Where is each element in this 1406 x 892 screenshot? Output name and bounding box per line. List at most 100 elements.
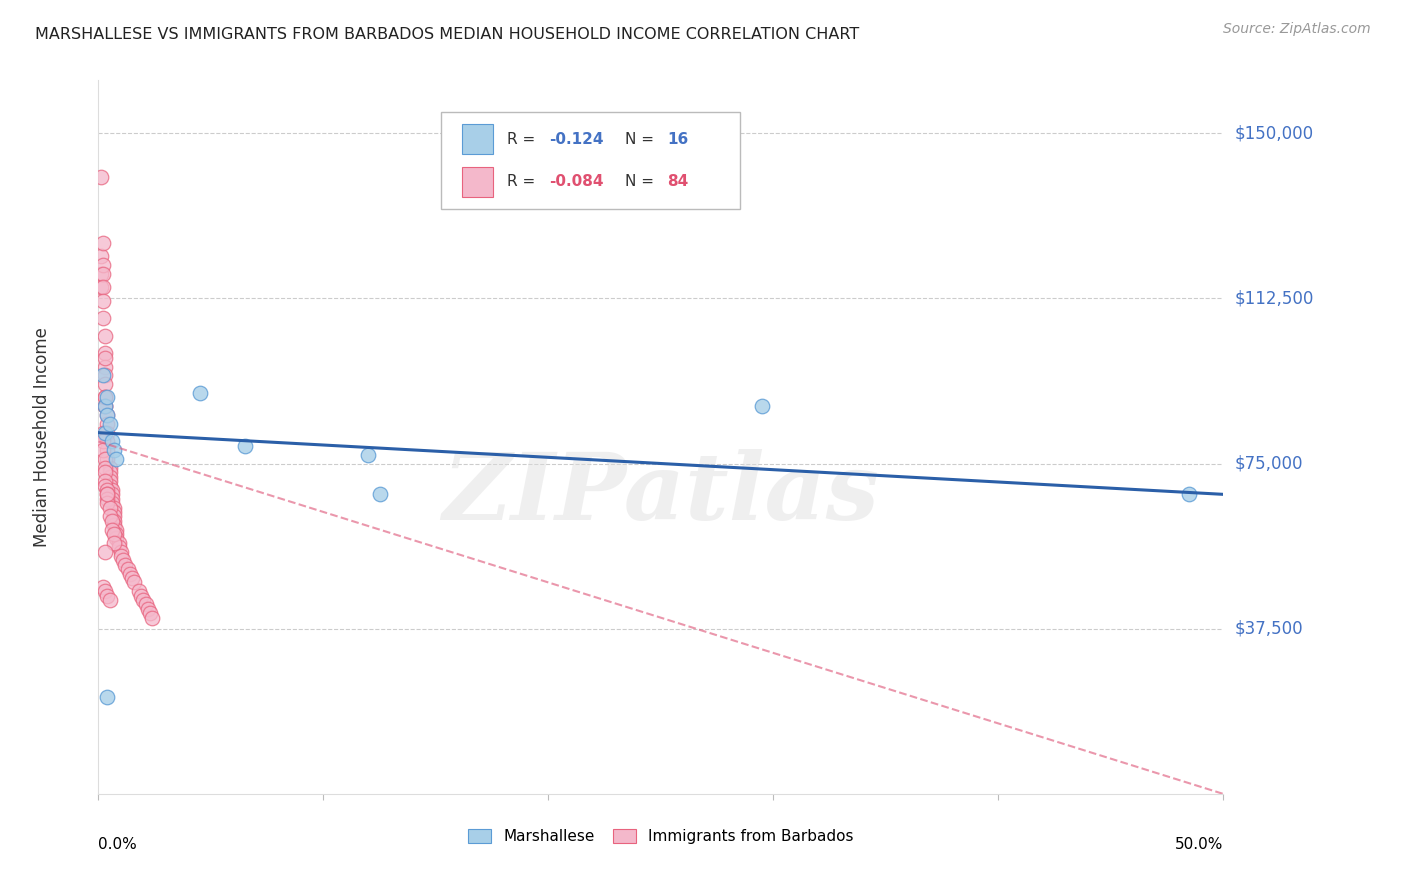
Point: [94, 351, 117, 365]
Point: [98, 509, 121, 524]
Point: [94, 399, 117, 413]
Point: [96, 487, 118, 501]
Point: [96, 483, 118, 497]
Point: [139, 607, 162, 621]
Point: [135, 598, 157, 612]
Point: [98, 474, 121, 488]
Point: [98, 461, 121, 475]
Text: R =: R =: [506, 174, 540, 189]
Point: [103, 509, 125, 524]
Point: [107, 536, 129, 550]
Point: [141, 610, 163, 624]
Point: [94, 391, 117, 405]
Point: [103, 527, 125, 541]
Point: [94, 544, 117, 558]
Point: [107, 540, 129, 554]
Point: [357, 448, 380, 462]
Point: [96, 408, 118, 422]
Text: $75,000: $75,000: [1234, 455, 1303, 473]
Point: [98, 417, 121, 431]
Point: [91, 293, 114, 308]
Text: R =: R =: [506, 132, 540, 147]
Point: [129, 589, 152, 603]
Point: [90, 170, 112, 185]
Point: [91, 434, 114, 449]
Text: $37,500: $37,500: [1234, 620, 1303, 638]
Point: [124, 575, 146, 590]
Point: [96, 589, 118, 603]
Text: Source: ZipAtlas.com: Source: ZipAtlas.com: [1223, 22, 1371, 37]
Point: [105, 527, 128, 541]
Point: [98, 500, 121, 515]
Point: [117, 562, 139, 576]
Point: [132, 593, 155, 607]
Point: [91, 258, 114, 272]
Point: [96, 391, 118, 405]
Point: [103, 536, 125, 550]
Legend: Marshallese, Immigrants from Barbados: Marshallese, Immigrants from Barbados: [463, 822, 859, 850]
Point: [96, 443, 118, 458]
Point: [118, 566, 141, 581]
Point: [94, 466, 117, 480]
Point: [91, 267, 114, 281]
Text: 16: 16: [668, 132, 689, 147]
Point: [91, 311, 114, 326]
Point: [103, 500, 125, 515]
Point: [105, 523, 128, 537]
Point: [103, 518, 125, 533]
Point: [94, 346, 117, 360]
Point: [101, 434, 124, 449]
Point: [96, 690, 118, 704]
Point: [136, 602, 159, 616]
Text: 0.0%: 0.0%: [98, 837, 138, 852]
Point: [90, 250, 112, 264]
Text: ZIPatlas: ZIPatlas: [443, 450, 879, 539]
Bar: [461, 167, 494, 197]
Text: N =: N =: [624, 132, 658, 147]
Point: [91, 580, 114, 594]
Bar: [461, 124, 494, 154]
Point: [96, 434, 118, 449]
Point: [94, 478, 117, 492]
Point: [94, 359, 117, 374]
Text: N =: N =: [624, 174, 658, 189]
Point: [94, 425, 117, 440]
Point: [94, 377, 117, 392]
Point: [110, 544, 132, 558]
Text: 84: 84: [668, 174, 689, 189]
Point: [94, 452, 117, 467]
Point: [91, 443, 114, 458]
Text: $150,000: $150,000: [1234, 124, 1313, 142]
FancyBboxPatch shape: [441, 112, 740, 209]
Point: [233, 439, 256, 453]
Point: [103, 514, 125, 528]
Point: [94, 584, 117, 599]
Point: [91, 425, 114, 440]
Point: [96, 452, 118, 467]
Point: [94, 328, 117, 343]
Point: [121, 571, 143, 585]
Point: [90, 280, 112, 294]
Point: [90, 267, 112, 281]
Point: [103, 505, 125, 519]
Text: -0.084: -0.084: [550, 174, 605, 189]
Text: 50.0%: 50.0%: [1175, 837, 1223, 852]
Point: [101, 496, 124, 510]
Point: [101, 491, 124, 506]
Point: [96, 496, 118, 510]
Point: [96, 425, 118, 440]
Point: [101, 487, 124, 501]
Text: $112,500: $112,500: [1234, 289, 1313, 308]
Text: MARSHALLESE VS IMMIGRANTS FROM BARBADOS MEDIAN HOUSEHOLD INCOME CORRELATION CHAR: MARSHALLESE VS IMMIGRANTS FROM BARBADOS …: [35, 27, 859, 42]
Point: [91, 368, 114, 383]
Text: Median Household Income: Median Household Income: [34, 327, 51, 547]
Point: [105, 532, 128, 546]
Point: [96, 491, 118, 506]
Point: [94, 461, 117, 475]
Point: [368, 487, 391, 501]
Point: [96, 487, 118, 501]
Point: [188, 386, 211, 401]
Point: [94, 368, 117, 383]
Point: [101, 483, 124, 497]
Point: [751, 399, 773, 413]
